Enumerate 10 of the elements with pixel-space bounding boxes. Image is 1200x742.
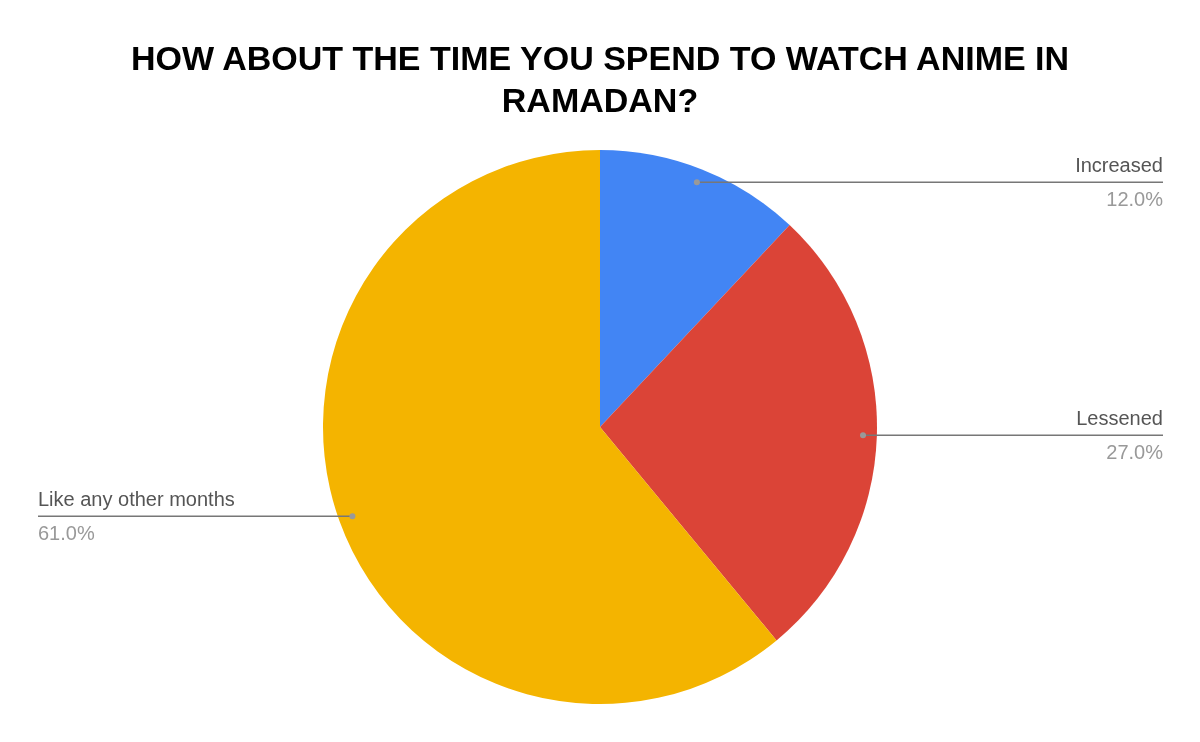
- data-label: 27.0%: [1106, 441, 1164, 464]
- slice-label: Like any other months: [38, 488, 235, 511]
- chart-title: HOW ABOUT THE TIME YOU SPEND TO WATCH ANIME IN RAMADAN?: [130, 39, 1070, 119]
- slice-label: Lessened: [1076, 407, 1163, 430]
- slice-label: Increased: [1075, 154, 1163, 177]
- pie-slice: [323, 150, 777, 704]
- data-label: 61.0%: [38, 522, 95, 545]
- pie-slice: [600, 150, 790, 427]
- pie-slice: [600, 225, 877, 641]
- data-label: 12.0%: [1106, 188, 1164, 211]
